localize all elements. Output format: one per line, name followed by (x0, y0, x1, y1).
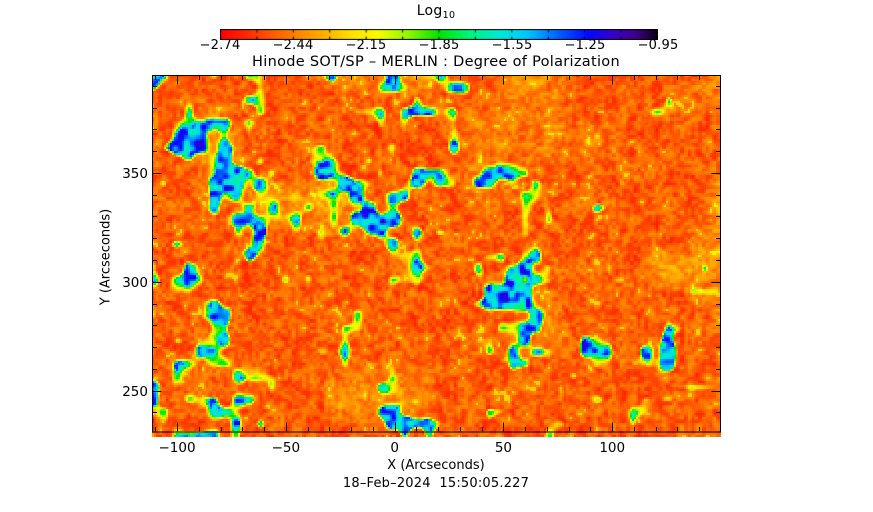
axis-box (152, 75, 721, 437)
colorbar-gradient (220, 29, 658, 40)
colorbar-title-text: Log (416, 3, 443, 19)
colorbar-tick-label: −0.95 (637, 38, 679, 53)
y-tick-label: 250 (122, 383, 148, 400)
colorbar-tick-label: −1.85 (418, 38, 460, 53)
colorbar-tick-label: −1.55 (491, 38, 533, 53)
y-axis-label-text: Y (Arcseconds) (98, 208, 114, 306)
colorbar-tick-label: −2.74 (199, 38, 241, 53)
x-tick-label: −50 (271, 440, 301, 456)
plot-area (152, 75, 721, 437)
x-tick-label: 100 (599, 440, 626, 456)
colorbar (220, 25, 658, 44)
x-axis-label: X (Arcseconds) (387, 458, 485, 473)
y-tick-label: 300 (122, 274, 148, 291)
y-tick-label: 350 (122, 165, 148, 182)
colorbar-tick-label: −2.44 (272, 38, 314, 53)
plot-title: Hinode SOT/SP – MERLIN : Degree of Polar… (252, 54, 620, 70)
timestamp: 18–Feb–2024 15:50:05.227 (342, 476, 530, 491)
colorbar-title: Log10 (336, 3, 536, 21)
colorbar-tick-label: −2.15 (345, 38, 387, 53)
x-tick-label: −100 (158, 440, 196, 456)
x-tick-label: 50 (494, 440, 512, 456)
colorbar-tick-label: −1.25 (564, 38, 606, 53)
x-tick-label: 0 (390, 440, 399, 456)
colorbar-title-subscript: 10 (442, 10, 456, 21)
